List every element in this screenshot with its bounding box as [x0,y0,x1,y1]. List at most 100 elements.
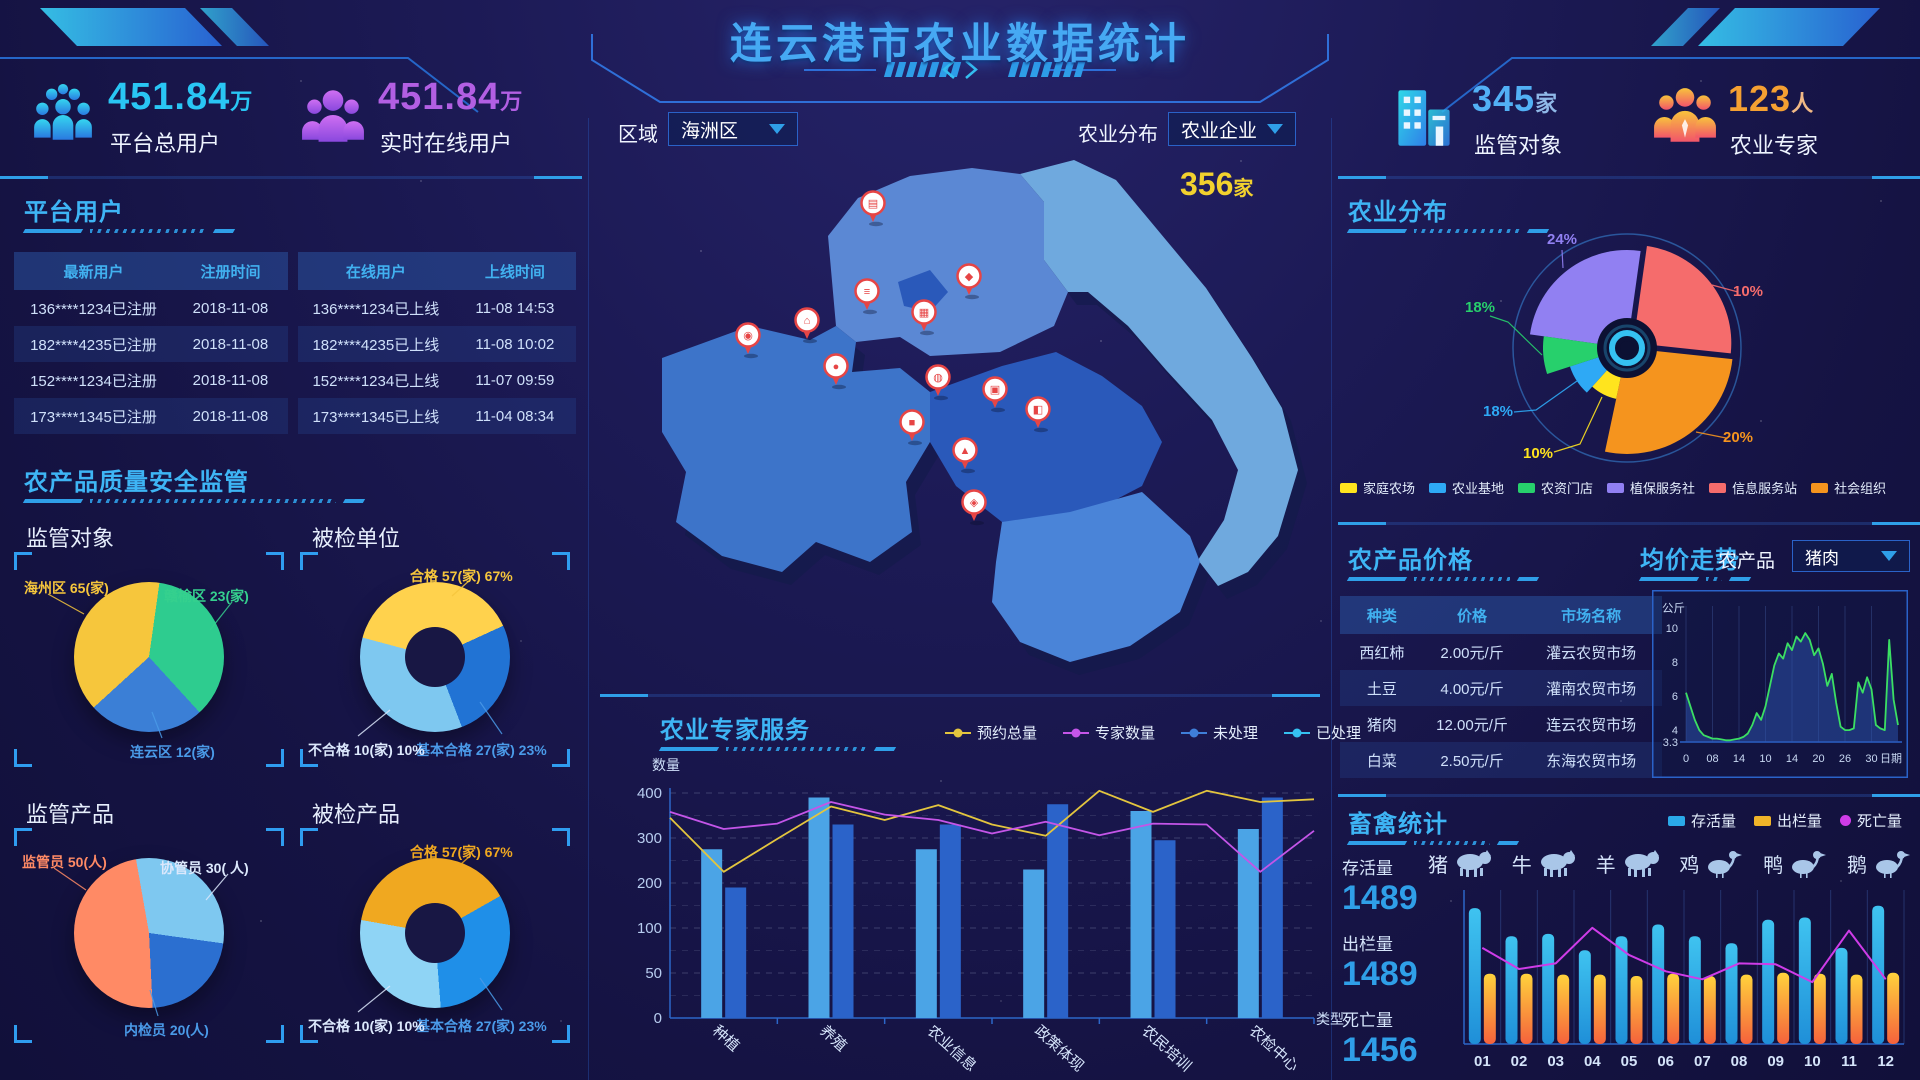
bar [1762,919,1775,1044]
map-marker[interactable]: ■ [899,409,925,446]
expert-legend: 预约总量 专家数量 未处理 已处理 [945,722,1387,743]
legend-item[interactable]: 未处理 [1181,722,1258,743]
quad-icon [1540,850,1575,877]
map-marker[interactable]: ≡ [854,278,880,315]
map-marker[interactable]: ◈ [961,489,987,526]
bar [1835,947,1848,1044]
bird-icon [1708,851,1743,878]
svg-text:▣: ▣ [990,384,1000,396]
animal-item-鸡: 鸡 [1679,848,1744,878]
svg-text:≡: ≡ [864,286,870,298]
bar [1468,908,1481,1044]
bar [1688,936,1701,1044]
product-select-value: 猪肉 [1805,548,1839,568]
legend-item[interactable]: 家庭农场 [1340,478,1415,497]
map-marker[interactable]: ◧ [1025,396,1051,433]
product-select[interactable]: 猪肉 [1792,540,1910,572]
map-region-north[interactable] [828,168,1068,356]
users-icon [34,84,92,140]
map-marker[interactable]: ◉ [735,322,761,359]
pie[interactable] [74,858,224,1008]
pie[interactable] [360,582,510,732]
divider [1338,794,1920,797]
legend-item[interactable]: 存活量 [1668,810,1736,831]
month-label: 08 [1731,1053,1748,1070]
region-select[interactable]: 海洲区 [668,112,798,146]
bar [939,824,961,1018]
legend-item[interactable]: 社会组织 [1811,478,1886,497]
online-table: 在线用户 上线时间 136****1234已上线 11-08 14:53 182****… [298,252,576,434]
legend-item[interactable]: 信息服务站 [1709,478,1797,497]
svg-text:200: 200 [637,875,662,892]
pie-label: 基本合格 27(家) 23% [416,742,547,758]
distribution-legend: 家庭农场 农业基地 农资门店 植保服务社 信息服务站 社会组织 [1340,478,1918,497]
chart-title-inspected-products: 被检产品 [312,802,401,827]
section-underline [22,228,236,234]
bar [1154,840,1176,1018]
header-decoration [0,8,1920,113]
svg-text:8: 8 [1672,657,1678,669]
stat-supervised-label: 监管对象 [1474,133,1563,158]
distribution-select[interactable]: 农业企业 [1168,112,1296,146]
map-region-south[interactable] [992,492,1200,662]
rose-slice[interactable] [1633,246,1732,354]
livestock-stat-label: 出栏量 [1342,935,1393,955]
svg-text:■: ■ [909,417,916,429]
legend-item[interactable]: 死亡量 [1840,810,1902,831]
bar [1505,936,1518,1044]
bar [1872,905,1885,1044]
divider [600,694,1320,697]
legend-item[interactable]: 出栏量 [1754,810,1822,831]
line-series [669,801,1315,873]
legend-item[interactable]: 农资门店 [1518,478,1593,497]
table-row: 152****1234已上线 11-07 09:59 [312,371,555,390]
svg-text:10: 10 [1759,753,1771,765]
map-marker[interactable]: ● [823,353,849,390]
pie[interactable] [360,858,510,1008]
section-underline [1346,576,1540,582]
section-distribution: 农业分布 [1348,199,1448,226]
distribution-select-value: 农业企业 [1181,120,1258,142]
pie-label: 监管员 50(人) [22,854,107,870]
legend-item[interactable]: 专家数量 [1063,722,1155,743]
building-icon [1398,90,1450,146]
legend-item[interactable]: 已处理 [1284,722,1361,743]
table-header: 种类 价格 市场名称 [1340,596,1662,634]
bar [725,887,747,1018]
map-marker[interactable]: ◍ [925,364,951,401]
rose-percent-label: 24% [1547,231,1577,248]
legend-item[interactable]: 农业基地 [1429,478,1504,497]
map-marker[interactable]: ▲ [952,437,978,474]
map-region-west[interactable] [662,326,930,572]
experts-icon [1654,88,1716,142]
death-line [1481,926,1887,984]
svg-text:400: 400 [637,785,662,802]
enterprise-count-badge: 356家 [1180,166,1254,202]
trend-control-label: 农产品 [1718,551,1776,572]
stat-total-users-value: 451.84万 [108,76,254,118]
svg-text:◈: ◈ [970,497,979,509]
section-platform-users: 平台用户 [24,199,124,226]
bar [1593,974,1606,1044]
table-row: 152****1234已注册 2018-11-08 [30,371,269,390]
month-label: 04 [1584,1053,1601,1070]
svg-text:08: 08 [1706,753,1718,765]
bird-icon [1792,851,1827,878]
legend-item[interactable]: 植保服务社 [1607,478,1695,497]
map-region-coastal[interactable] [1020,160,1298,586]
svg-text:100: 100 [637,920,662,937]
legend-item[interactable]: 预约总量 [945,722,1037,743]
pie[interactable] [74,582,224,732]
table-row: 土豆 4.00元/斤 灌南农贸市场 [1340,670,1662,706]
table-row: 白菜 2.50元/斤 东海农贸市场 [1340,742,1662,778]
map-marker[interactable]: ◆ [956,263,982,300]
map-marker[interactable]: ▣ [982,376,1008,413]
livestock-stat-label: 存活量 [1342,859,1393,878]
table-row: 136****1234已注册 2018-11-08 [30,299,269,318]
map-marker[interactable]: ▦ [911,299,937,336]
map-marker[interactable]: ⌂ [794,307,820,344]
bar [1237,829,1259,1018]
chevron-down-icon [769,124,785,134]
map-marker[interactable]: ▤ [860,190,886,227]
table-row: 猪肉 12.00元/斤 连云农贸市场 [1366,716,1637,734]
